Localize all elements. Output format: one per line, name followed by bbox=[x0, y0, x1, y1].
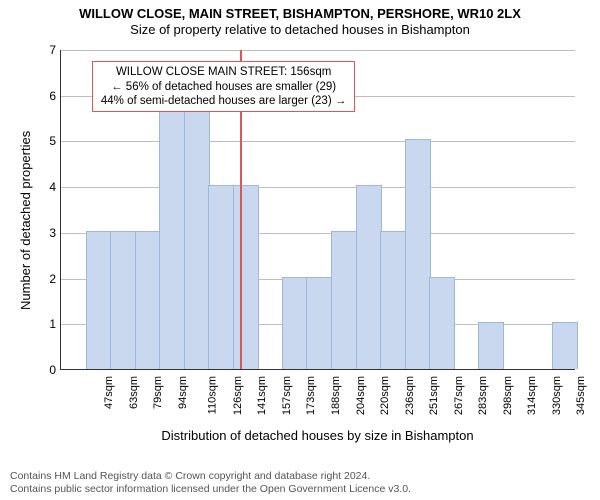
x-tick-label: 173sqm bbox=[306, 376, 318, 415]
x-tick-label: 204sqm bbox=[355, 376, 367, 415]
gridline bbox=[61, 187, 575, 188]
x-tick-label: 157sqm bbox=[281, 376, 293, 415]
y-tick-label: 0 bbox=[26, 363, 56, 377]
footer-attribution: Contains HM Land Registry data © Crown c… bbox=[10, 470, 411, 496]
chart-plot-area: WILLOW CLOSE MAIN STREET: 156sqm ← 56% o… bbox=[60, 50, 575, 370]
x-tick-label: 79sqm bbox=[152, 376, 164, 409]
histogram-bar bbox=[405, 139, 431, 369]
y-tick-label: 5 bbox=[26, 134, 56, 148]
x-tick-label: 251sqm bbox=[428, 376, 440, 415]
histogram-bar bbox=[552, 322, 578, 369]
x-axis-label: Distribution of detached houses by size … bbox=[60, 428, 575, 443]
y-tick-label: 7 bbox=[26, 43, 56, 57]
x-tick-label: 63sqm bbox=[128, 376, 140, 409]
x-tick-label: 141sqm bbox=[257, 376, 269, 415]
chart-title-line1: WILLOW CLOSE, MAIN STREET, BISHAMPTON, P… bbox=[0, 0, 600, 21]
x-tick-label: 345sqm bbox=[575, 376, 587, 415]
x-tick-label: 283sqm bbox=[477, 376, 489, 415]
chart-title-line2: Size of property relative to detached ho… bbox=[0, 21, 600, 37]
y-tick-label: 4 bbox=[26, 180, 56, 194]
gridline bbox=[61, 50, 575, 51]
footer-line1: Contains HM Land Registry data © Crown c… bbox=[10, 470, 411, 483]
x-tick-label: 298sqm bbox=[502, 376, 514, 415]
x-tick-label: 330sqm bbox=[551, 376, 563, 415]
histogram-bar bbox=[380, 231, 406, 369]
histogram-bar bbox=[356, 185, 382, 369]
histogram-bar bbox=[184, 94, 210, 369]
y-tick-label: 1 bbox=[26, 317, 56, 331]
histogram-bar bbox=[331, 231, 357, 369]
x-tick-label: 220sqm bbox=[379, 376, 391, 415]
x-tick-label: 47sqm bbox=[103, 376, 115, 409]
histogram-bar bbox=[208, 185, 234, 369]
annotation-line2: ← 56% of detached houses are smaller (29… bbox=[101, 80, 346, 94]
x-tick-label: 110sqm bbox=[207, 376, 219, 414]
annotation-line3: 44% of semi-detached houses are larger (… bbox=[101, 94, 346, 108]
x-tick-label: 94sqm bbox=[177, 376, 189, 409]
x-tick-label: 314sqm bbox=[526, 376, 538, 415]
histogram-bar bbox=[306, 277, 332, 369]
x-tick-label: 126sqm bbox=[232, 376, 244, 415]
histogram-bar bbox=[159, 94, 185, 369]
y-tick-label: 3 bbox=[26, 226, 56, 240]
x-tick-label: 267sqm bbox=[453, 376, 465, 415]
x-tick-label: 236sqm bbox=[404, 376, 416, 415]
annotation-line1: WILLOW CLOSE MAIN STREET: 156sqm bbox=[101, 65, 346, 79]
histogram-bar bbox=[233, 185, 259, 369]
y-tick-label: 2 bbox=[26, 272, 56, 286]
x-tick-label: 188sqm bbox=[330, 376, 342, 415]
y-tick-label: 6 bbox=[26, 89, 56, 103]
histogram-bar bbox=[135, 231, 161, 369]
histogram-bar bbox=[86, 231, 112, 369]
gridline bbox=[61, 141, 575, 142]
histogram-bar bbox=[110, 231, 136, 369]
histogram-bar bbox=[429, 277, 455, 369]
footer-line2: Contains public sector information licen… bbox=[10, 483, 411, 496]
histogram-bar bbox=[282, 277, 308, 369]
histogram-bar bbox=[478, 322, 504, 369]
annotation-box: WILLOW CLOSE MAIN STREET: 156sqm ← 56% o… bbox=[92, 61, 355, 112]
